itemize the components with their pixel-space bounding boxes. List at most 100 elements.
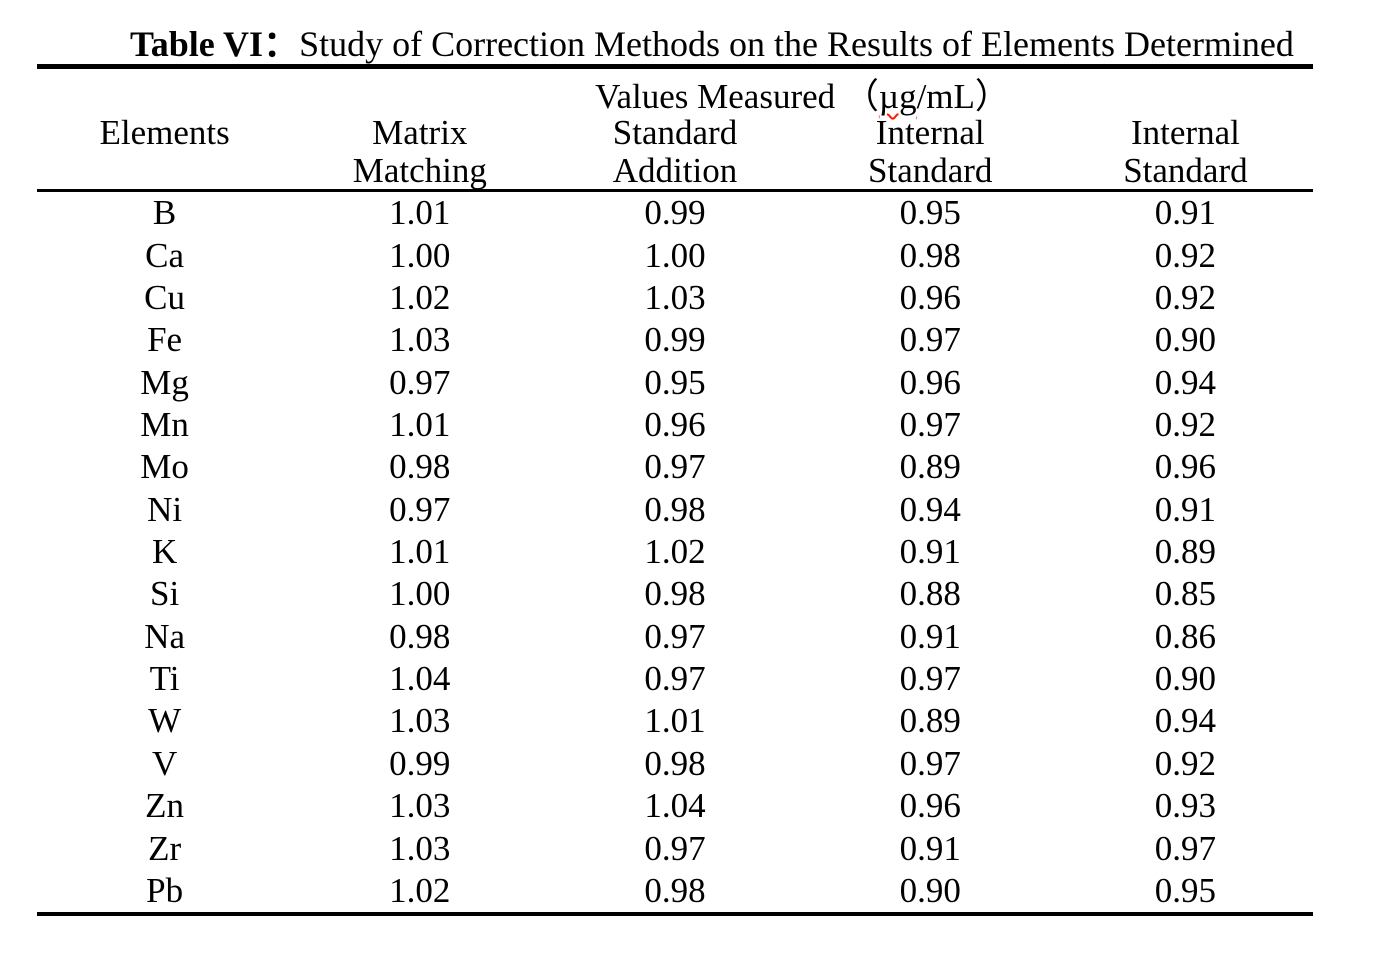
table-row: Ti 1.04 0.97 0.97 0.90 [37,658,1313,700]
table-row: Zn 1.03 1.04 0.96 0.93 [37,785,1313,827]
value-cell: 0.97 [644,659,706,699]
element-cell: Ni [147,489,183,529]
table-row: Na 0.98 0.97 0.91 0.86 [37,616,1313,658]
value-cell: 0.92 [1154,235,1217,275]
value-cell: 0.98 [644,743,706,783]
element-cell: K [151,532,178,572]
value-cell: 1.01 [389,532,451,572]
value-cell: 0.95 [1154,870,1217,910]
value-cell: 1.00 [389,574,451,614]
value-cell: 1.01 [389,193,451,233]
value-cell: 0.98 [899,235,961,275]
table-row: Ni 0.97 0.98 0.94 0.91 [37,489,1313,531]
value-cell: 0.89 [899,447,961,487]
value-cell: 0.85 [1154,574,1217,614]
value-cell: 0.99 [644,320,706,360]
element-cell: Si [150,574,180,614]
value-cell: 0.91 [899,828,961,868]
value-cell: 0.91 [1154,193,1217,233]
table-bottom-rule [37,912,1313,916]
value-cell: 1.04 [389,659,451,699]
element-cell: Zn [145,786,185,826]
spanning-column-header: Values Measured （µg/mL） [292,78,1313,116]
value-cell: 0.97 [899,659,961,699]
value-cell: 0.96 [1154,447,1217,487]
value-cell: 0.91 [1154,489,1217,529]
table-row: Ca 1.00 1.00 0.98 0.92 [37,234,1313,276]
column-header-line1-4: Internal [1131,113,1240,152]
element-cell: Zr [148,828,182,868]
value-cell: 0.99 [389,743,451,783]
value-cell: 0.98 [644,574,706,614]
spellcheck-squiggle-unit: µg [878,77,917,116]
value-cell: 0.93 [1154,786,1217,826]
table-row: Mo 0.98 0.97 0.89 0.96 [37,446,1313,488]
table-row: Zr 1.03 0.97 0.91 0.97 [37,827,1313,869]
table-row: V 0.99 0.98 0.97 0.92 [37,743,1313,785]
value-cell: 0.89 [1154,532,1217,572]
column-header-line2-0 [37,152,292,190]
value-cell: 0.98 [389,616,451,656]
element-cell: Na [144,616,185,656]
value-cell: 1.03 [389,828,451,868]
column-header-line2-2: Addition [612,151,738,190]
element-cell: Ti [149,659,180,699]
column-header-line1-0: Elements [99,113,230,152]
element-cell: Ca [145,235,185,275]
value-cell: 0.97 [899,404,961,444]
table-row: Pb 1.02 0.98 0.90 0.95 [37,870,1313,912]
element-cell: V [151,743,178,783]
table-top-rule [37,64,1313,69]
element-cell: Fe [147,320,183,360]
table-row: Mg 0.97 0.95 0.96 0.94 [37,361,1313,403]
table-row: B 1.01 0.99 0.95 0.91 [37,192,1313,234]
value-cell: 1.00 [389,235,451,275]
element-cell: Mg [140,362,189,402]
value-cell: 0.97 [389,362,451,402]
table-row: Cu 1.02 1.03 0.96 0.92 [37,277,1313,319]
column-header-line2-4: Standard [1123,151,1248,190]
table-row: Si 1.00 0.98 0.88 0.85 [37,573,1313,615]
value-cell: 1.01 [389,404,451,444]
element-cell: Mn [140,404,189,444]
value-cell: 0.92 [1154,277,1217,317]
column-header-line1-3: Internal [875,113,985,152]
value-cell: 0.97 [389,489,451,529]
value-cell: 0.98 [644,870,706,910]
value-cell: 0.90 [1154,659,1217,699]
value-cell: 0.95 [644,362,706,402]
value-cell: 1.03 [389,701,451,741]
value-cell: 0.96 [899,786,961,826]
value-cell: 0.97 [644,447,706,487]
value-cell: 1.03 [644,277,706,317]
value-cell: 0.91 [899,532,961,572]
column-header-line2-3: Standard [868,151,993,190]
value-cell: 0.89 [899,701,961,741]
value-cell: 0.96 [644,404,706,444]
value-cell: 1.03 [389,786,451,826]
value-cell: 0.99 [644,193,706,233]
value-cell: 0.92 [1154,404,1217,444]
value-cell: 0.94 [1154,701,1217,741]
column-header-line1-1: Matrix [372,113,468,152]
table-row: Fe 1.03 0.99 0.97 0.90 [37,319,1313,361]
value-cell: 1.02 [389,277,451,317]
value-cell: 0.94 [1154,362,1217,402]
value-cell: 0.97 [899,743,961,783]
value-cell: 0.94 [899,489,961,529]
value-cell: 1.01 [644,701,706,741]
value-cell: 1.00 [644,235,706,275]
table-header-rule [37,189,1313,192]
table-caption-text: Study of Correction Methods on the Resul… [299,24,1294,64]
value-cell: 0.98 [644,489,706,529]
table-row: W 1.03 1.01 0.89 0.94 [37,700,1313,742]
value-cell: 0.90 [899,870,961,910]
value-cell: 0.91 [899,616,961,656]
value-cell: 0.96 [899,277,961,317]
table-row: Mn 1.01 0.96 0.97 0.92 [37,404,1313,446]
spanning-header-suffix: /mL） [916,77,1010,116]
value-cell: 1.04 [644,786,706,826]
element-cell: Mo [140,447,189,487]
value-cell: 1.02 [389,870,451,910]
value-cell: 0.97 [644,616,706,656]
